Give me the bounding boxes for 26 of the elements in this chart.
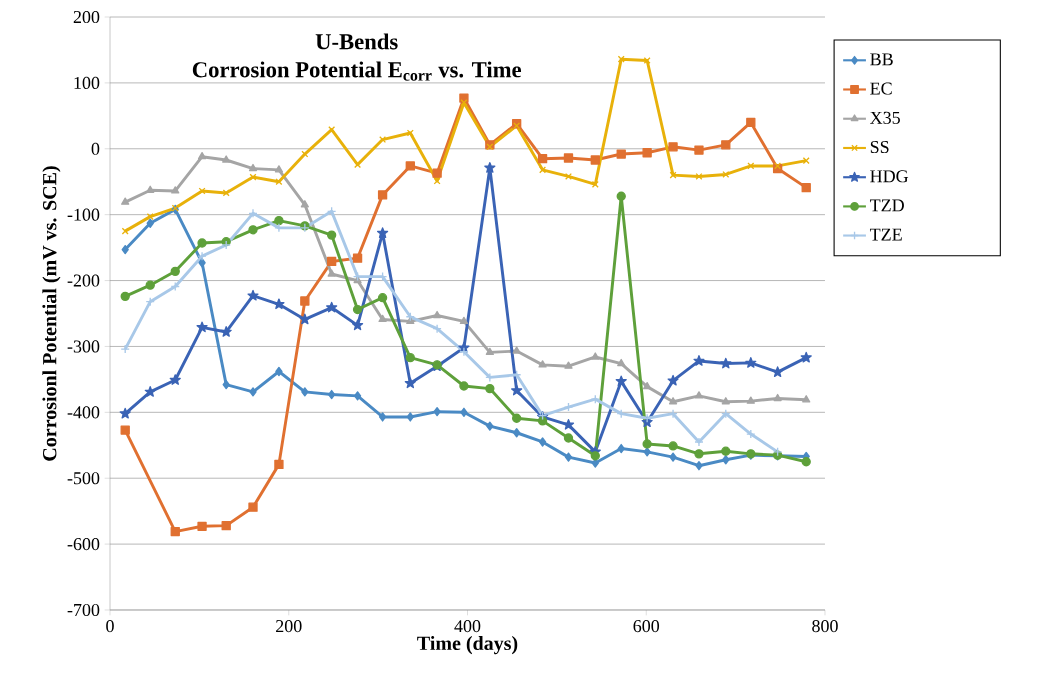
x-tick-label: 800	[812, 620, 838, 633]
legend-label: TZD	[869, 199, 904, 212]
text: Corrosion Potential E$_{corr}$ vs. Time	[192, 61, 522, 81]
y-tick-label: -100	[67, 208, 100, 221]
y-tick-label: 0	[91, 142, 100, 155]
legend-label: X35	[870, 111, 900, 124]
x-tick-label: 600	[633, 620, 660, 633]
legend-label: SS	[870, 141, 889, 154]
y-tick-label: -200	[67, 274, 100, 287]
y-tick-label: -500	[67, 472, 100, 485]
legend-label: BB	[870, 53, 893, 66]
y-axis-title: Corrosionl Potential (mV vs. SCE)	[42, 166, 61, 461]
x-tick-label: 0	[106, 620, 114, 633]
x-tick-label: 400	[454, 620, 481, 633]
legend-label: HDG	[870, 170, 909, 183]
legend-label: TZE	[869, 228, 902, 241]
text: U-Bends	[315, 33, 398, 50]
x-axis-title: Time (days)	[417, 636, 518, 655]
x-tick-label: 200	[276, 620, 302, 633]
y-tick-label: -400	[67, 406, 100, 419]
y-tick-label: -700	[67, 603, 100, 617]
legend-label: EC	[870, 82, 892, 95]
y-tick-label: 200	[73, 10, 100, 24]
y-tick-label: 100	[74, 76, 100, 89]
y-tick-label: -600	[67, 538, 100, 551]
y-tick-label: -300	[67, 340, 100, 353]
